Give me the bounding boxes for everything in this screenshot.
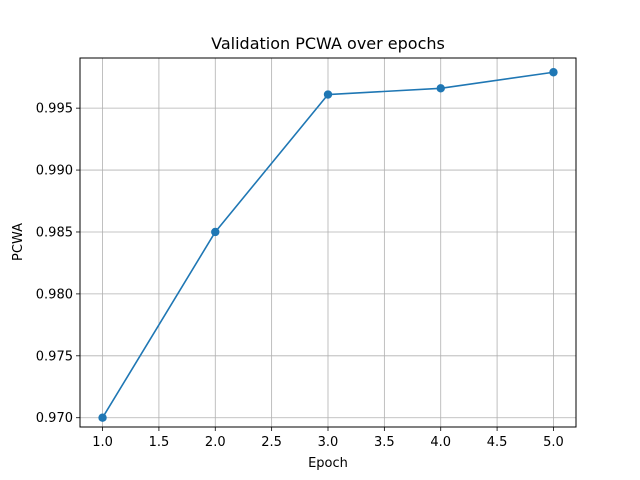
x-tick-label: 2.0 [205, 435, 226, 450]
y-axis-label: PCWA [11, 223, 26, 261]
x-tick-label: 5.0 [543, 435, 564, 450]
data-point [436, 84, 445, 93]
y-tick-label: 0.980 [36, 287, 73, 302]
x-tick-label: 3.0 [318, 435, 339, 450]
data-point [98, 413, 107, 422]
y-tick-label: 0.970 [36, 411, 73, 426]
x-tick-label: 1.5 [149, 435, 170, 450]
y-tick-label: 0.985 [36, 225, 73, 240]
grid [80, 58, 576, 427]
x-tick-label: 2.5 [261, 435, 282, 450]
series-layer [98, 68, 558, 422]
data-point [549, 68, 558, 77]
y-tick-label: 0.990 [36, 164, 73, 179]
data-point [211, 227, 220, 237]
x-tick-label: 3.5 [374, 435, 395, 450]
x-tick-label: 1.0 [92, 435, 113, 450]
x-axis-label: Epoch [308, 456, 348, 471]
y-tick-label: 0.975 [36, 349, 73, 364]
ticks: 1.0 1.5 2.0 2.5 3.0 3.5 4.0 4.5 5.0 0.970 0.975 0.9… [36, 102, 564, 450]
x-tick-label: 4.0 [430, 435, 451, 450]
y-tick-label: 0.995 [36, 102, 73, 117]
chart-title: Validation PCWA over epochs [211, 34, 445, 53]
x-tick-label: 4.5 [487, 435, 508, 450]
data-point [323, 90, 333, 99]
